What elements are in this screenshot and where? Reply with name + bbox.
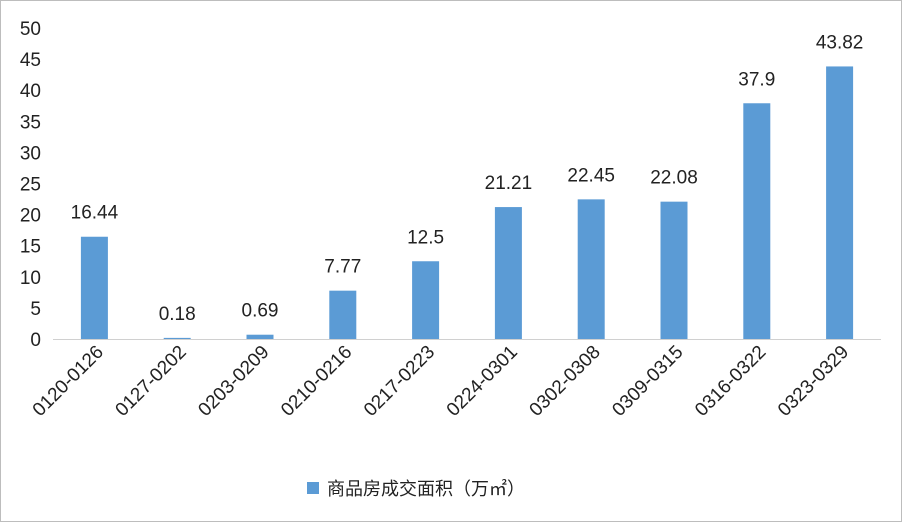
bar xyxy=(412,261,440,339)
bar-series xyxy=(80,66,854,340)
data-label: 43.82 xyxy=(816,32,864,53)
bar xyxy=(246,334,274,339)
data-label: 22.08 xyxy=(650,168,698,189)
data-label: 16.44 xyxy=(71,203,119,224)
y-tick-label: 10 xyxy=(20,268,41,289)
data-label: 12.5 xyxy=(407,227,444,248)
y-tick-label: 15 xyxy=(20,237,41,258)
y-tick-label: 40 xyxy=(20,81,41,102)
data-label: 37.9 xyxy=(738,69,775,90)
x-tick-label: 0217-0223 xyxy=(360,342,439,421)
data-label: 21.21 xyxy=(485,173,533,194)
data-label: 7.77 xyxy=(324,257,361,278)
x-tick-label: 0302-0308 xyxy=(526,342,605,421)
bar xyxy=(494,207,522,339)
x-tick-label: 0127-0202 xyxy=(112,342,191,421)
bar xyxy=(660,201,688,339)
y-tick-label: 35 xyxy=(20,112,41,133)
y-tick-label: 20 xyxy=(20,206,41,227)
y-axis: 0 5 10 15 20 25 30 35 40 45 50 xyxy=(20,19,41,351)
data-label: 22.45 xyxy=(567,165,615,186)
y-tick-label: 25 xyxy=(20,175,41,196)
x-axis: 0120-0126 0127-0202 0203-0209 0210-0216 0217… xyxy=(29,342,853,421)
x-tick-label: 0210-0216 xyxy=(277,342,356,421)
y-tick-label: 45 xyxy=(20,50,41,71)
y-tick-label: 30 xyxy=(20,143,41,164)
x-tick-label: 0224-0301 xyxy=(443,342,522,421)
x-tick-label: 0316-0322 xyxy=(691,342,770,421)
y-tick-label: 5 xyxy=(30,299,41,320)
bar xyxy=(577,199,605,339)
bar xyxy=(163,337,191,339)
x-tick-label: 0309-0315 xyxy=(608,342,687,421)
x-tick-label: 0323-0329 xyxy=(774,342,853,421)
x-tick-label: 0203-0209 xyxy=(194,342,273,421)
bar xyxy=(743,103,771,340)
y-tick-label: 50 xyxy=(20,19,41,40)
x-tick-label: 0120-0126 xyxy=(29,342,108,421)
bar xyxy=(80,236,108,339)
data-label: 0.18 xyxy=(159,304,196,325)
legend: 商品房成交面积（万㎡） xyxy=(307,478,525,500)
data-labels: 16.44 0.18 0.69 7.77 12.5 21.21 22.45 22.08 37.9… xyxy=(71,32,864,324)
legend-swatch xyxy=(307,482,319,494)
data-label: 0.69 xyxy=(242,301,279,322)
bar xyxy=(329,290,357,339)
bar xyxy=(826,66,854,339)
legend-label: 商品房成交面积（万㎡） xyxy=(327,478,525,500)
y-tick-label: 0 xyxy=(30,330,41,351)
